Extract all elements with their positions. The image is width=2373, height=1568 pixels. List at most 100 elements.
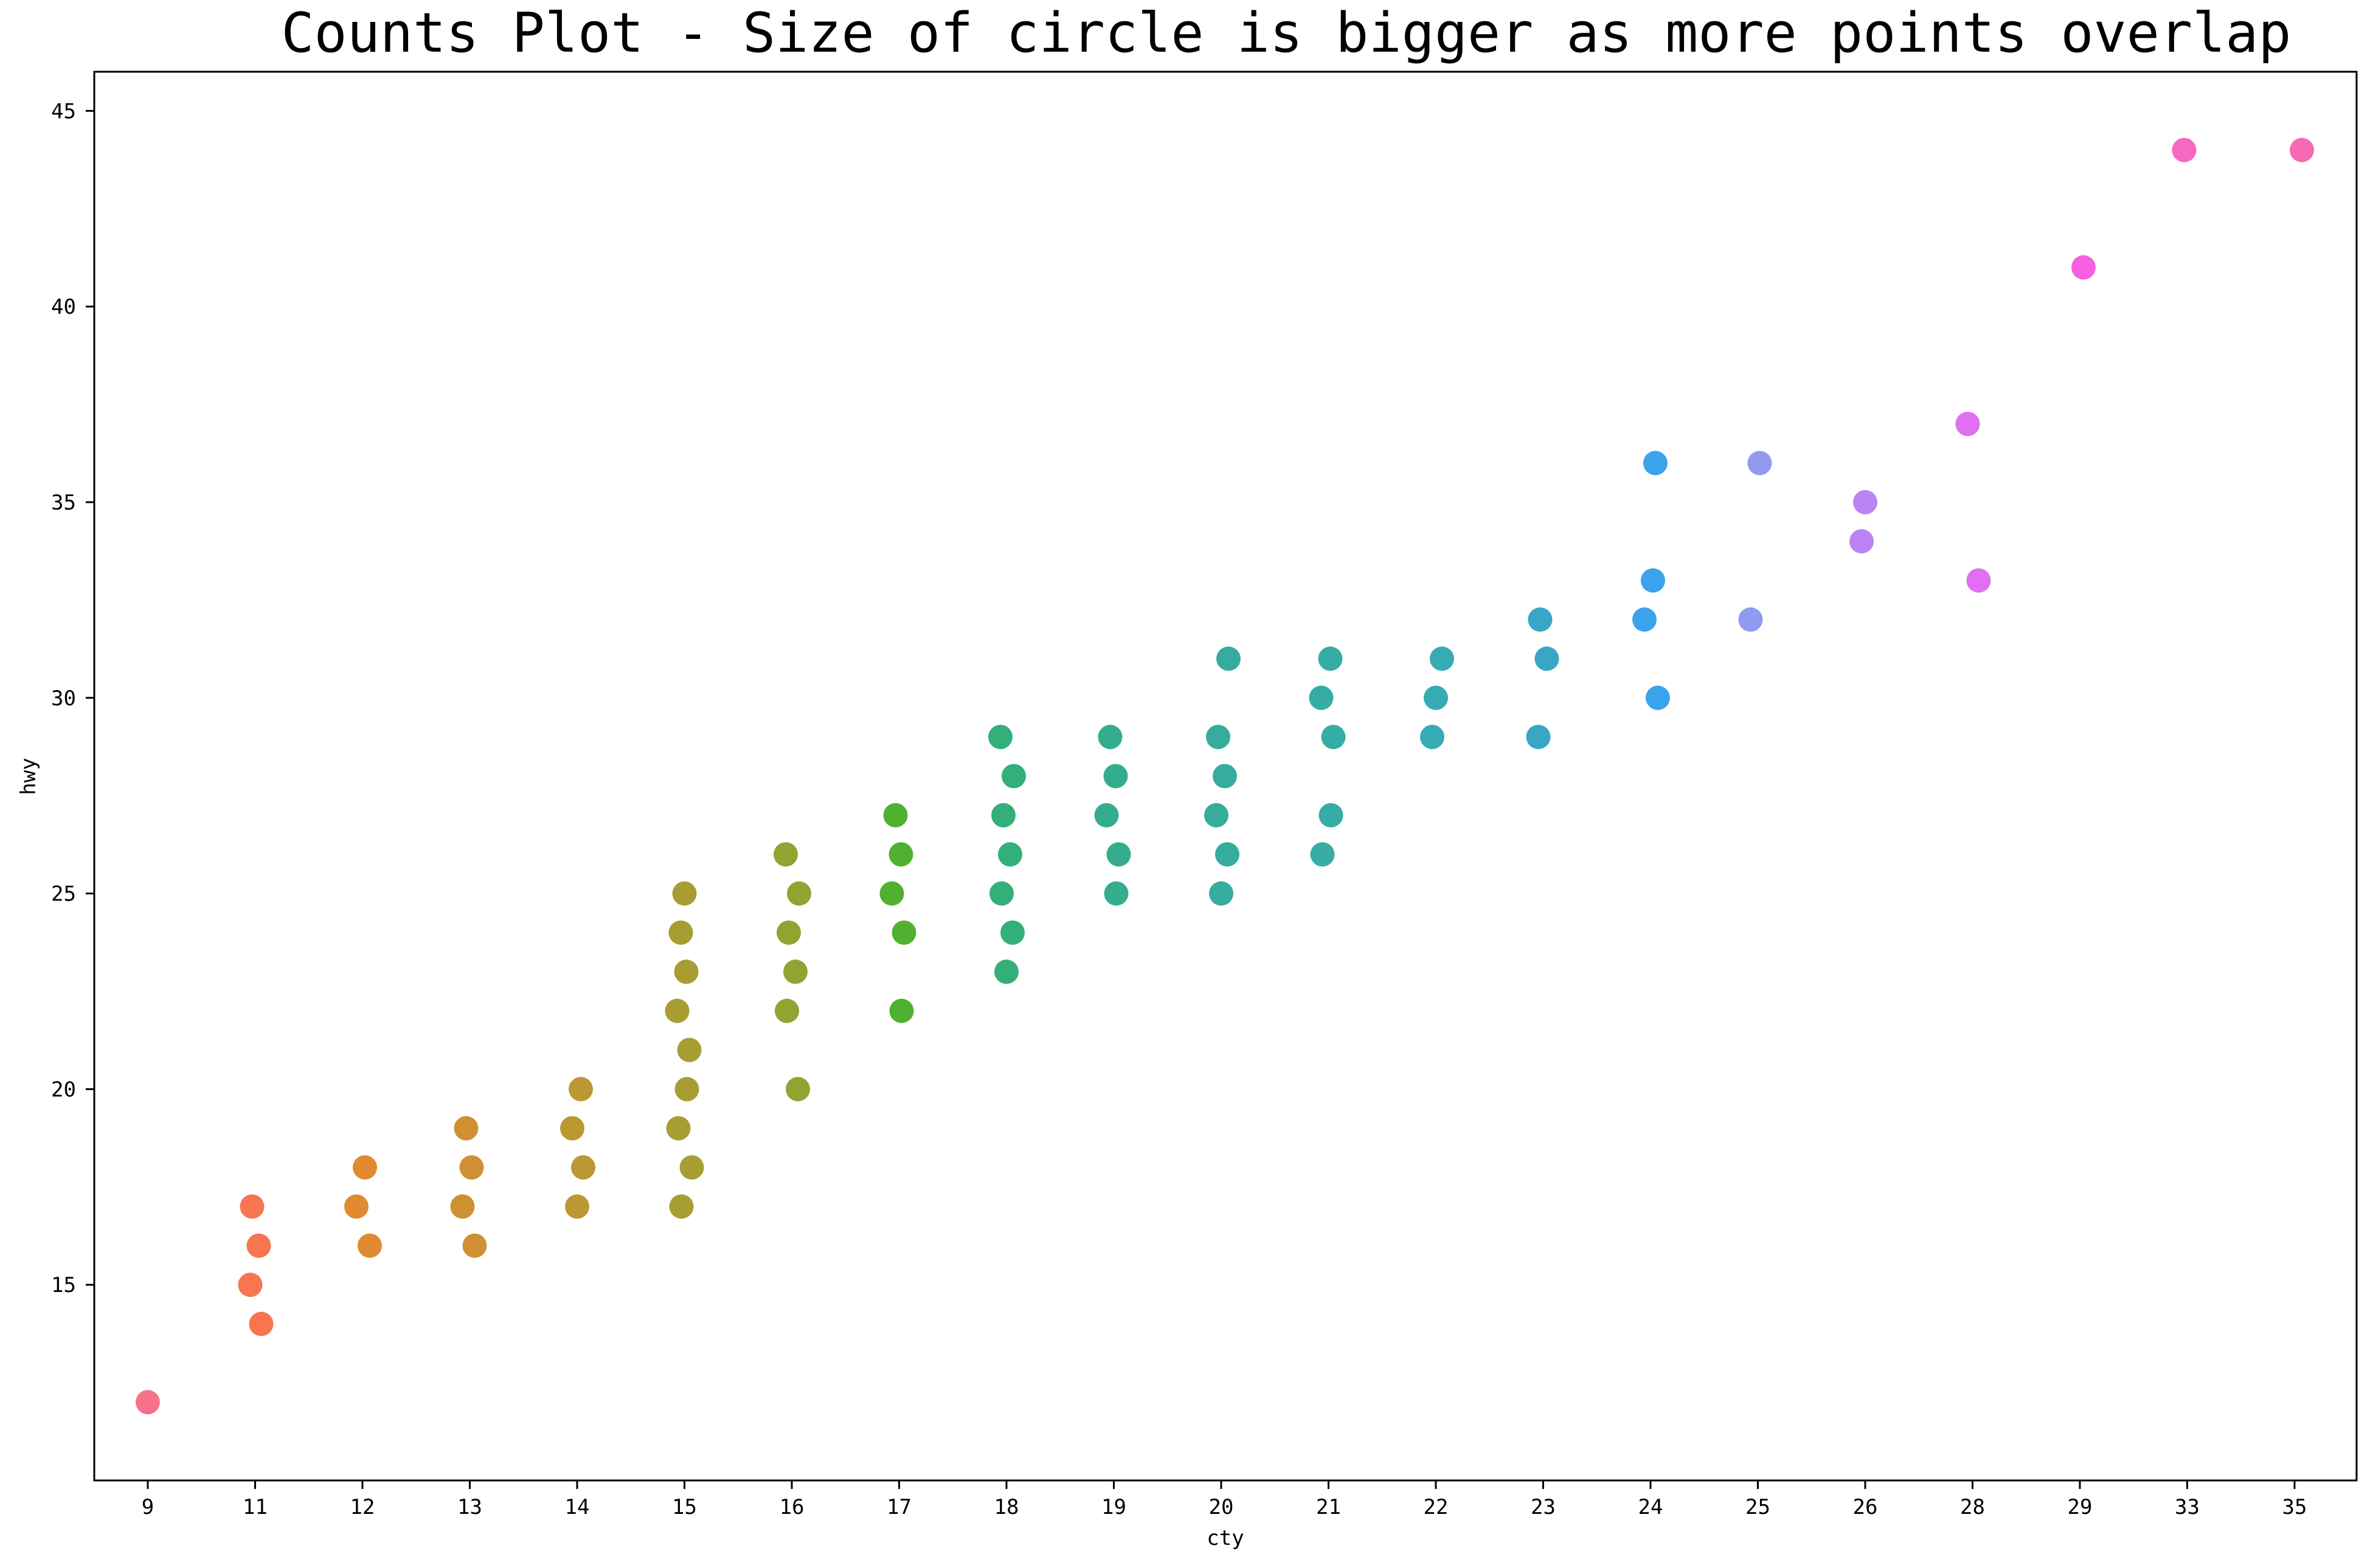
x-tick-label: 23: [1531, 1495, 1556, 1519]
x-tick-label: 11: [243, 1495, 268, 1519]
data-point: [1641, 568, 1665, 593]
data-point: [1420, 725, 1444, 750]
x-axis-label: cty: [1207, 1526, 1244, 1550]
x-tick-label: 24: [1638, 1495, 1663, 1519]
y-tick-label: 45: [51, 99, 76, 123]
x-tick-label: 20: [1209, 1495, 1234, 1519]
x-tick-label: 15: [672, 1495, 697, 1519]
data-point: [1424, 685, 1448, 710]
data-point: [1955, 412, 1980, 437]
data-point: [454, 1116, 479, 1141]
x-tick-label: 12: [350, 1495, 375, 1519]
data-point: [1103, 764, 1128, 789]
data-point: [1098, 725, 1123, 750]
data-point: [358, 1233, 382, 1258]
data-point: [2071, 255, 2096, 280]
data-point: [1528, 607, 1553, 632]
data-point: [353, 1155, 377, 1180]
data-point: [1106, 842, 1131, 867]
data-point: [1849, 529, 1874, 554]
data-point: [991, 803, 1016, 827]
data-point: [994, 959, 1019, 984]
data-point: [1430, 646, 1454, 671]
x-tick-label: 33: [2175, 1495, 2200, 1519]
data-point: [1310, 842, 1335, 867]
data-point: [989, 881, 1014, 906]
data-point: [1104, 881, 1129, 906]
x-tick-label: 13: [457, 1495, 482, 1519]
data-point: [674, 959, 699, 984]
data-point: [883, 803, 908, 827]
data-point: [998, 842, 1022, 867]
x-tick-label: 28: [1960, 1495, 1985, 1519]
data-point: [1966, 568, 1991, 593]
data-point: [1002, 764, 1026, 789]
y-tick-label: 40: [51, 295, 76, 319]
data-point: [1094, 803, 1119, 827]
data-point: [246, 1233, 271, 1258]
data-point: [1318, 646, 1343, 671]
data-point: [565, 1194, 589, 1219]
data-point: [1632, 607, 1657, 632]
x-tick-label: 9: [142, 1495, 154, 1519]
x-tick-label: 18: [994, 1495, 1019, 1519]
x-tick-label: 25: [1745, 1495, 1770, 1519]
y-tick-label: 35: [51, 491, 76, 515]
data-point: [136, 1390, 160, 1415]
y-axis-label: hwy: [16, 758, 41, 795]
data-point: [774, 842, 798, 867]
data-point: [450, 1194, 475, 1219]
data-point: [1643, 451, 1668, 475]
data-point: [665, 998, 690, 1023]
data-point: [889, 842, 913, 867]
data-point: [569, 1077, 593, 1102]
data-point: [1646, 685, 1670, 710]
chart-title: Counts Plot - Size of circle is bigger a…: [281, 1, 2291, 65]
data-point: [1215, 842, 1239, 867]
data-point: [1318, 803, 1343, 827]
data-point: [1000, 920, 1025, 945]
y-tick-label: 30: [51, 686, 76, 711]
data-point: [988, 725, 1013, 750]
data-point: [1747, 451, 1772, 475]
points-layer: [136, 137, 2314, 1415]
data-point: [892, 920, 916, 945]
data-point: [238, 1273, 263, 1297]
data-point: [668, 920, 693, 945]
x-tick-label: 16: [780, 1495, 805, 1519]
y-axis: 15 20 25 30 35 40 45: [51, 99, 94, 1297]
data-point: [879, 881, 904, 906]
data-point: [777, 920, 801, 945]
x-tick-label: 17: [887, 1495, 912, 1519]
data-point: [787, 881, 811, 906]
data-point: [889, 998, 914, 1023]
data-point: [674, 1077, 699, 1102]
data-point: [462, 1233, 487, 1258]
data-point: [1738, 607, 1763, 632]
data-point: [1213, 764, 1237, 789]
data-point: [2290, 137, 2314, 162]
x-tick-label: 21: [1316, 1495, 1341, 1519]
x-tick-label: 35: [2282, 1495, 2307, 1519]
data-point: [672, 881, 697, 906]
data-point: [1309, 685, 1334, 710]
data-point: [679, 1155, 704, 1180]
data-point: [783, 959, 808, 984]
data-point: [2172, 137, 2197, 162]
data-point: [666, 1116, 691, 1141]
x-tick-label: 19: [1101, 1495, 1126, 1519]
data-point: [571, 1155, 595, 1180]
y-tick-label: 15: [51, 1273, 76, 1297]
x-axis: 9 11 12 13 14 15 16 17 18 19 20 21 22 23 24 25 26 28 29 33 3…: [142, 1480, 2307, 1519]
data-point: [1204, 803, 1228, 827]
data-point: [560, 1116, 584, 1141]
data-point: [669, 1194, 694, 1219]
data-point: [344, 1194, 369, 1219]
data-point: [240, 1194, 265, 1219]
data-point: [1216, 646, 1241, 671]
data-point: [786, 1077, 810, 1102]
data-point: [775, 998, 799, 1023]
data-point: [1206, 725, 1230, 750]
